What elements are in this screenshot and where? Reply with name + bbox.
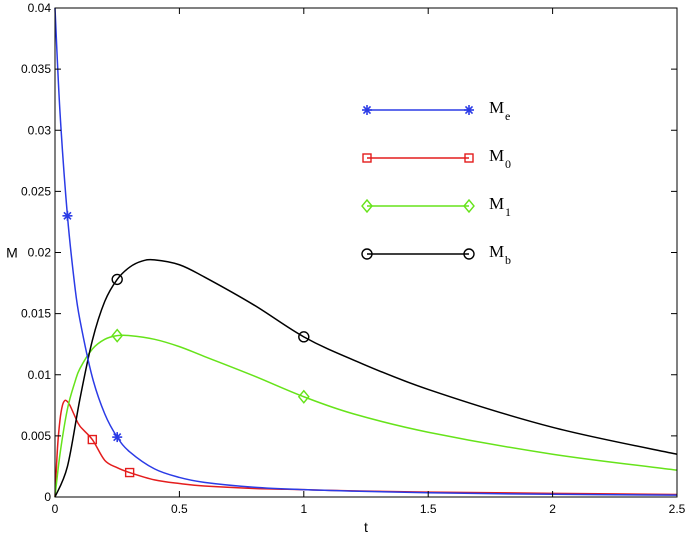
series-curves: [54, 7, 678, 498]
x-tick-label: 2.5: [669, 502, 686, 516]
data-point-M0: [87, 434, 98, 445]
x-tick-label: 1.5: [420, 502, 437, 516]
x-axis-label: t: [364, 519, 368, 535]
series-markers: [62, 210, 310, 478]
x-tick-label: 0: [52, 502, 59, 516]
series-line-M1: [54, 334, 678, 498]
x-tick-label: 2: [549, 502, 556, 516]
legend-marker-left: [362, 105, 372, 115]
plot-frame: [54, 7, 678, 498]
data-point-M0: [124, 467, 135, 478]
data-point-Mb: [298, 331, 310, 343]
y-tick-label: 0.035: [21, 62, 51, 76]
y-tick-label: 0: [44, 490, 51, 504]
legend-marker-right: [463, 248, 475, 260]
legend-label: M: [489, 242, 504, 261]
legend-marker-right: [464, 153, 474, 163]
legend-marker-right: [464, 105, 474, 115]
x-tick-label: 1: [300, 502, 307, 516]
legend-label-subscript: 1: [505, 205, 511, 219]
legend-label-subscript: e: [505, 109, 510, 123]
legend-label: M: [489, 146, 504, 165]
series-line-Me: [54, 7, 678, 496]
y-tick-label: 0.005: [21, 429, 51, 443]
legend-label: M: [489, 98, 504, 117]
series-line-M0: [54, 399, 678, 498]
series-line-Mb: [54, 258, 678, 498]
legend-marker-right: [463, 198, 475, 214]
data-point-Me: [62, 210, 73, 221]
y-tick-label: 0.04: [28, 1, 52, 15]
y-tick-label: 0.03: [28, 123, 52, 137]
legend-marker-left: [361, 248, 373, 260]
data-point-Me: [112, 432, 123, 443]
legend-label-subscript: 0: [505, 157, 511, 171]
axis-ticks: 0 0.5 1 1.5 2 2.5 0 0.005 0.01 0.015 0.02 0.025 0.03…: [21, 1, 686, 516]
y-tick-label: 0.01: [28, 368, 52, 382]
legend-label: M: [489, 194, 504, 213]
x-tick-label: 0.5: [171, 502, 188, 516]
legend-marker-left: [361, 198, 373, 214]
legend-label-subscript: b: [505, 253, 511, 267]
legend-marker-left: [362, 153, 372, 163]
y-tick-label: 0.025: [21, 184, 51, 198]
data-point-M1: [297, 389, 310, 404]
y-tick-label: 0.015: [21, 307, 51, 321]
y-axis-label: M: [6, 245, 18, 261]
y-tick-label: 0.02: [28, 246, 52, 260]
data-point-M1: [111, 328, 124, 343]
data-point-Mb: [111, 273, 123, 286]
